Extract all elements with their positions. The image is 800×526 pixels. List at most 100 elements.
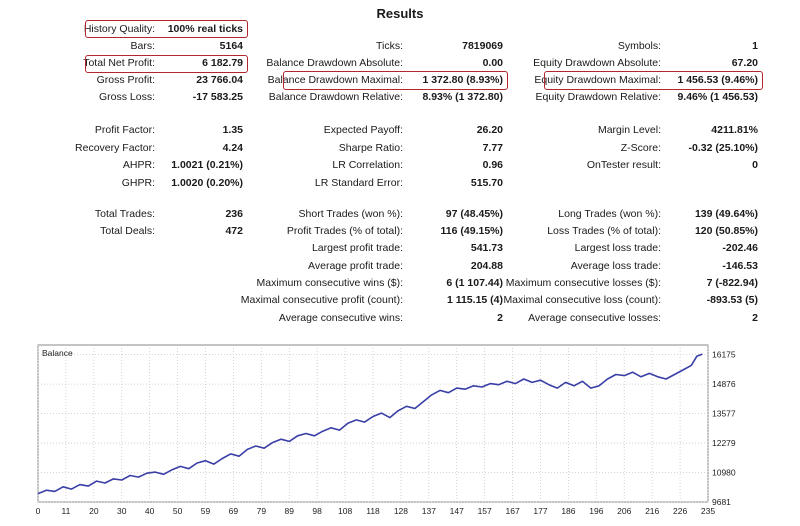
ahpr-label: AHPR: (122, 159, 155, 171)
recovery-factor-label: Recovery Factor: (75, 142, 155, 154)
maximal-consecutive-profit-count-value: 1 115.15 (4) (446, 294, 503, 306)
y-tick-label: 14876 (712, 379, 736, 389)
total-deals-label: Total Deals: (100, 225, 155, 237)
maximum-consecutive-losses-label: Maximum consecutive losses ($): (505, 277, 661, 289)
maximum-consecutive-wins-value: 6 (1 107.44) (446, 277, 503, 289)
history-quality-highlight (85, 20, 248, 38)
total-net-profit-highlight (85, 55, 248, 73)
x-tick-label: 235 (701, 506, 715, 516)
ghpr-value: 1.0020 (0.20%) (171, 177, 243, 189)
equity-drawdown-relative-value: 9.46% (1 456.53) (677, 91, 758, 103)
x-tick-label: 108 (338, 506, 352, 516)
lr-correlation-value: 0.96 (482, 159, 503, 171)
bars-value: 5164 (219, 40, 243, 52)
profit-factor-label: Profit Factor: (94, 124, 155, 136)
total-trades-value: 236 (225, 208, 243, 220)
y-tick-label: 13577 (712, 409, 736, 419)
maximum-consecutive-losses-value: 7 (-822.94) (706, 277, 758, 289)
balance-drawdown-relative-value: 8.93% (1 372.80) (422, 91, 503, 103)
z-score-label: Z-Score: (620, 142, 661, 154)
ticks-value: 7819069 (462, 40, 503, 52)
average-loss-trade-value: -146.53 (722, 260, 758, 272)
history-quality-value: 100% real ticks (167, 23, 243, 35)
x-tick-label: 157 (478, 506, 492, 516)
x-tick-label: 118 (366, 506, 380, 516)
maximal-consecutive-loss-count-label: Maximal consecutive loss (count): (503, 294, 661, 306)
x-tick-label: 98 (312, 506, 322, 516)
balance-drawdown-maximal-value: 1 372.80 (8.93%) (422, 74, 503, 86)
sharpe-ratio-value: 7.77 (482, 142, 503, 154)
x-tick-label: 216 (645, 506, 659, 516)
x-tick-label: 128 (394, 506, 408, 516)
x-tick-label: 69 (229, 506, 239, 516)
y-tick-label: 12279 (712, 438, 736, 448)
total-deals-value: 472 (225, 225, 243, 237)
balance-line (37, 353, 703, 495)
x-tick-label: 89 (285, 506, 295, 516)
maximal-consecutive-loss-count-value: -893.53 (5) (706, 294, 758, 306)
x-tick-label: 147 (450, 506, 464, 516)
lr-standard-error-label: LR Standard Error: (314, 177, 403, 189)
x-tick-label: 40 (145, 506, 155, 516)
recovery-factor-value: 4.24 (222, 142, 243, 154)
y-tick-label: 10980 (712, 468, 736, 478)
x-tick-label: 59 (201, 506, 211, 516)
z-score-value: -0.32 (25.10%) (688, 142, 758, 154)
total-trades-label: Total Trades: (94, 208, 155, 220)
x-tick-label: 196 (589, 506, 603, 516)
sharpe-ratio-label: Sharpe Ratio: (338, 142, 403, 154)
balance-drawdown-maximal-label: Balance Drawdown Maximal: (267, 74, 403, 86)
x-tick-label: 20 (89, 506, 99, 516)
maximum-consecutive-wins-label: Maximum consecutive wins ($): (256, 277, 403, 289)
chart-title: Balance (42, 348, 73, 358)
short-trades-won-value: 97 (48.45%) (445, 208, 503, 220)
equity-drawdown-relative-label: Equity Drawdown Relative: (535, 91, 661, 103)
gross-loss-value: -17 583.25 (192, 91, 243, 103)
gross-profit-label: Gross Profit: (96, 74, 155, 86)
ontester-result-value: 0 (752, 159, 758, 171)
x-tick-label: 177 (533, 506, 547, 516)
y-tick-label: 16175 (712, 350, 736, 360)
x-tick-label: 137 (422, 506, 436, 516)
ghpr-label: GHPR: (121, 177, 155, 189)
equity-drawdown-maximal-highlight (544, 71, 763, 90)
lr-correlation-label: LR Correlation: (332, 159, 403, 171)
x-tick-label: 226 (673, 506, 687, 516)
average-consecutive-wins-value: 2 (497, 312, 503, 324)
expected-payoff-value: 26.20 (476, 124, 503, 136)
symbols-label: Symbols: (617, 40, 661, 52)
average-loss-trade-label: Average loss trade: (570, 260, 661, 272)
x-tick-label: 0 (36, 506, 41, 516)
largest-profit-trade-value: 541.73 (470, 242, 503, 254)
margin-level-value: 4211.81% (711, 124, 758, 136)
margin-level-label: Margin Level: (597, 124, 661, 136)
long-trades-won-value: 139 (49.64%) (694, 208, 758, 220)
loss-trades-of-total-label: Loss Trades (% of total): (547, 225, 661, 237)
balance-drawdown-maximal-highlight (283, 71, 508, 90)
total-net-profit-value: 6 182.79 (202, 57, 243, 69)
average-consecutive-losses-label: Average consecutive losses: (528, 312, 661, 324)
equity-drawdown-maximal-value: 1 456.53 (9.46%) (677, 74, 758, 86)
gross-loss-label: Gross Loss: (98, 91, 155, 103)
balance-drawdown-absolute-value: 0.00 (482, 57, 503, 69)
largest-loss-trade-label: Largest loss trade: (574, 242, 661, 254)
lr-standard-error-value: 515.70 (470, 177, 503, 189)
maximal-consecutive-profit-count-label: Maximal consecutive profit (count): (240, 294, 403, 306)
x-tick-label: 11 (62, 506, 71, 516)
x-tick-label: 186 (561, 506, 575, 516)
balance-drawdown-relative-label: Balance Drawdown Relative: (268, 91, 403, 103)
results-title: Results (376, 6, 424, 21)
short-trades-won-label: Short Trades (won %): (298, 208, 403, 220)
equity-drawdown-absolute-label: Equity Drawdown Absolute: (533, 57, 661, 69)
profit-trades-of-total-label: Profit Trades (% of total): (286, 225, 403, 237)
loss-trades-of-total-value: 120 (50.85%) (694, 225, 758, 237)
average-profit-trade-value: 204.88 (470, 260, 503, 272)
largest-loss-trade-value: -202.46 (722, 242, 758, 254)
ontester-result-label: OnTester result: (586, 159, 661, 171)
profit-factor-value: 1.35 (222, 124, 243, 136)
balance-drawdown-absolute-label: Balance Drawdown Absolute: (266, 57, 403, 69)
gross-profit-value: 23 766.04 (196, 74, 243, 86)
x-tick-label: 50 (173, 506, 183, 516)
x-tick-label: 30 (117, 506, 127, 516)
